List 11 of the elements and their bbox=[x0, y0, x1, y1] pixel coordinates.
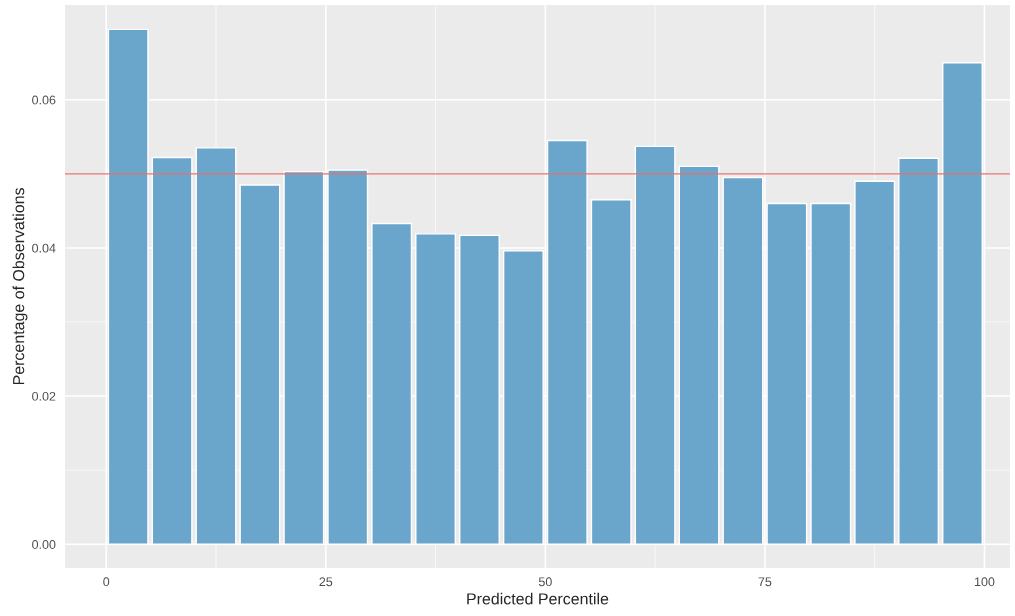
y-tick-label: 0.00 bbox=[32, 540, 56, 549]
x-tick-label: 75 bbox=[758, 577, 772, 587]
x-tick-label: 50 bbox=[538, 577, 552, 587]
y-tick-label: 0.04 bbox=[32, 243, 56, 253]
x-tick-label: 25 bbox=[319, 577, 333, 587]
y-axis-title: Percentage of Observations bbox=[12, 188, 28, 385]
y-tick-label: 0.06 bbox=[32, 95, 56, 105]
y-tick-label: 0.02 bbox=[32, 391, 56, 401]
x-tick-label: 100 bbox=[974, 577, 995, 587]
x-tick-label: 0 bbox=[103, 577, 110, 587]
x-axis-title: Predicted Percentile bbox=[467, 592, 609, 605]
